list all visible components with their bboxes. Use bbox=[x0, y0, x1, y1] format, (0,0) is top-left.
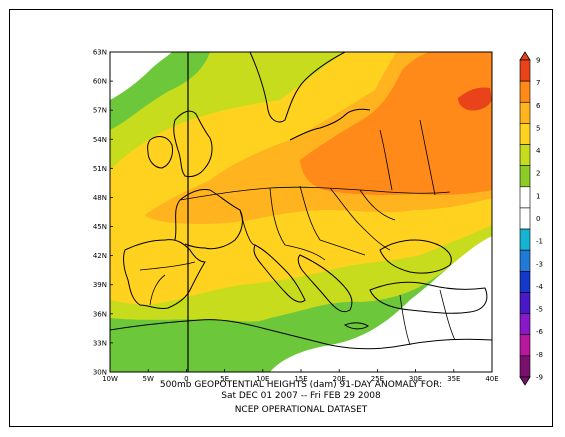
anomaly-band-red bbox=[458, 87, 492, 111]
lat-tick-label: 36N bbox=[93, 310, 107, 318]
caption-line-1: 500mb GEOPOTENTIAL HEIGHTS (dam) 91-DAY … bbox=[159, 380, 443, 390]
colorbar-segment bbox=[519, 313, 531, 336]
colorbar-segment bbox=[519, 144, 531, 166]
lat-tick-label: 48N bbox=[93, 194, 107, 202]
lat-tick-label: 39N bbox=[93, 281, 107, 289]
anomaly-band-white-nw bbox=[110, 52, 172, 100]
italy-coast bbox=[253, 244, 306, 303]
colorbar-label: 4 bbox=[536, 147, 541, 155]
iberia-coast bbox=[123, 239, 206, 309]
colorbar-segment bbox=[519, 186, 531, 209]
latitude-tick-labels: 63N 60N 57N 54N 51N 48N 45N 42N 39N 36N 33N 30N bbox=[93, 49, 113, 377]
lat-tick-label: 45N bbox=[93, 223, 107, 231]
coastlines bbox=[110, 52, 492, 350]
longitude-tick-labels: 10W 5W 0 5E 10E 15E 20E 25E 30E 35E 40E bbox=[102, 369, 499, 383]
scandinavia-coast bbox=[249, 52, 346, 123]
lon-tick-label: 5E bbox=[220, 375, 229, 383]
caption-line-2: Sat DEC 01 2007 -- Fri FEB 29 2008 bbox=[221, 391, 381, 401]
colorbar-label: -4 bbox=[536, 283, 544, 291]
lat-tick-label: 42N bbox=[93, 252, 107, 260]
colorbar-segment bbox=[519, 228, 531, 251]
baltic-coast bbox=[289, 108, 371, 141]
colorbar-bottom-arrow bbox=[519, 376, 531, 386]
lat-tick-label: 54N bbox=[93, 136, 107, 144]
colorbar-segment bbox=[519, 80, 531, 103]
figure-frame bbox=[9, 9, 553, 427]
colorbar-label: 9 bbox=[536, 57, 540, 65]
colorbar-segment bbox=[519, 292, 531, 314]
lon-tick-label: 30E bbox=[409, 375, 422, 383]
britain-coast bbox=[173, 110, 213, 178]
lon-tick-label: 15E bbox=[294, 375, 307, 383]
lat-tick-label: 30N bbox=[93, 369, 107, 377]
colorbar-segment bbox=[519, 271, 531, 293]
lon-tick-label: 10E bbox=[256, 375, 269, 383]
colorbar-label: 0 bbox=[536, 215, 540, 223]
lat-tick-label: 57N bbox=[93, 107, 107, 115]
colorbar-segment bbox=[519, 249, 531, 272]
colorbar-label: -3 bbox=[536, 260, 543, 268]
colorbar-label: -6 bbox=[536, 328, 544, 336]
colorbar-segment bbox=[519, 123, 531, 145]
country-borders bbox=[139, 119, 456, 346]
lat-tick-label: 63N bbox=[93, 49, 107, 57]
colorbar-label: -8 bbox=[536, 351, 543, 359]
anomaly-fill bbox=[110, 52, 492, 372]
colorbar-segment bbox=[519, 101, 531, 124]
cyprus-crete-coast bbox=[343, 322, 369, 330]
lat-tick-label: 51N bbox=[93, 165, 107, 173]
colorbar-label: -5 bbox=[536, 306, 543, 314]
colorbar-label: -9 bbox=[536, 374, 543, 382]
anomaly-band-white-se bbox=[270, 236, 492, 372]
anomaly-band-deeporange bbox=[300, 52, 492, 196]
black-sea-coast bbox=[379, 239, 452, 274]
lon-tick-label: 10W bbox=[102, 375, 118, 383]
lat-tick-label: 60N bbox=[93, 78, 107, 86]
colorbar-segment bbox=[519, 207, 531, 230]
ireland-coast bbox=[147, 136, 173, 169]
colorbar-label: 1 bbox=[536, 192, 540, 200]
lon-tick-label: 0 bbox=[184, 375, 188, 383]
colorbar-segment bbox=[519, 59, 531, 82]
caption-line-3: NCEP OPERATIONAL DATASET bbox=[234, 405, 368, 415]
lon-tick-label: 25E bbox=[371, 375, 384, 383]
colorbar-label: 2 bbox=[536, 170, 540, 178]
balkan-coast bbox=[297, 254, 353, 313]
colorbar-segment bbox=[519, 165, 531, 188]
colorbar-label: -1 bbox=[536, 238, 543, 246]
lon-tick-label: 5W bbox=[143, 375, 154, 383]
colorbar-top-arrow bbox=[519, 51, 531, 61]
north-africa-coast bbox=[110, 319, 492, 350]
colorbar: 9 7 6 5 4 2 1 0 -1 -3 -4 -5 -6 -8 -9 bbox=[519, 51, 544, 386]
lat-tick-label: 33N bbox=[93, 339, 107, 347]
colorbar-segment bbox=[519, 355, 531, 378]
turkey-coast bbox=[369, 281, 488, 314]
lon-tick-label: 35E bbox=[447, 375, 460, 383]
lon-tick-label: 20E bbox=[333, 375, 346, 383]
colorbar-label: 6 bbox=[536, 102, 541, 110]
colorbar-segment bbox=[519, 334, 531, 357]
colorbar-label: 5 bbox=[536, 124, 540, 132]
colorbar-label: 7 bbox=[536, 79, 540, 87]
lon-tick-label: 40E bbox=[485, 375, 498, 383]
